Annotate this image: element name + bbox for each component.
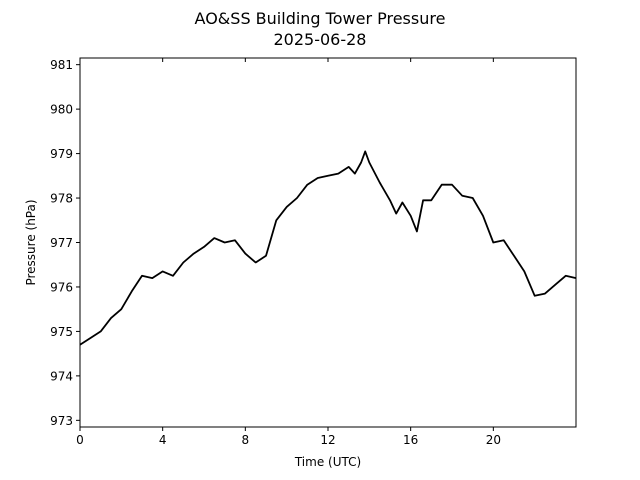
x-tick-label: 0 (76, 433, 84, 447)
y-tick-label: 973 (50, 414, 73, 428)
chart-title: AO&SS Building Tower Pressure (195, 9, 446, 28)
y-tick-label: 977 (50, 236, 73, 250)
y-tick-label: 976 (50, 280, 73, 294)
x-axis-label: Time (UTC) (294, 455, 361, 469)
y-tick-label: 978 (50, 192, 73, 206)
pressure-series-line (79, 150, 577, 346)
y-tick-label: 975 (50, 325, 73, 339)
x-tick-label: 4 (159, 433, 167, 447)
plot-frame (79, 57, 577, 428)
x-tick-label: 16 (403, 433, 418, 447)
x-tick-label: 12 (320, 433, 335, 447)
y-tick-label: 981 (50, 58, 73, 72)
y-axis-label: Pressure (hPa) (24, 199, 38, 285)
x-tick-label: 20 (486, 433, 501, 447)
y-axis: 973 974 975 976 977 978 979 980 981 (50, 58, 80, 428)
y-tick-label: 974 (50, 369, 73, 383)
y-tick-label: 979 (50, 147, 73, 161)
x-tick-label: 8 (242, 433, 250, 447)
x-axis: 0 4 8 12 16 20 (76, 58, 501, 447)
y-tick-label: 980 (50, 103, 73, 117)
chart-subtitle: 2025-06-28 (274, 30, 367, 49)
plot-area (79, 57, 577, 428)
